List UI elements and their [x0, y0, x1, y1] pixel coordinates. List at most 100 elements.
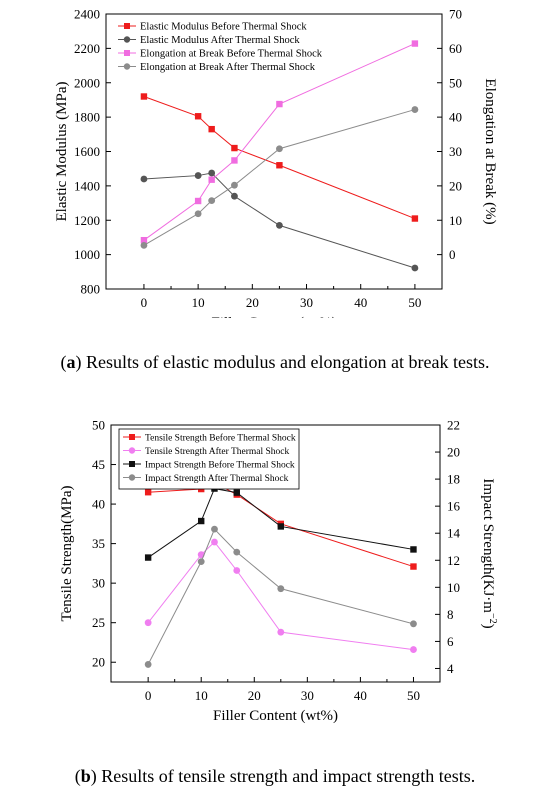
series-4-point — [144, 661, 152, 668]
legend-label-2: Elastic Modulus After Thermal Shock — [140, 35, 300, 46]
x-tick-label: 30 — [300, 295, 313, 310]
y-left-tick-label: 2200 — [74, 41, 100, 56]
y-left-tick-label: 2400 — [74, 7, 100, 22]
series-1-point — [208, 125, 215, 133]
legend-swatch-marker-3 — [129, 461, 135, 467]
legend-swatch-marker-2 — [128, 447, 136, 454]
chart-b-svg: 0 10 20 30 40 50 20 25 30 35 40 45 50 4 6 8 10 12 14 16 18 20… — [59, 418, 498, 725]
legend-label-3: Elongation at Break Before Thermal Shock — [140, 49, 323, 60]
series-2-point — [194, 172, 202, 179]
y-left-axis-title: Tensile Strength(MPa) — [59, 485, 75, 621]
y-left-tick-label: 50 — [92, 418, 105, 433]
series-1-point — [410, 563, 417, 570]
legend-label-4: Impact Strength After Thermal Shock — [145, 473, 289, 484]
chart-a: 0 10 20 30 40 50 800 1000 1200 1400 1600 1800 2000 22… — [0, 0, 550, 332]
series-2-point — [411, 264, 419, 272]
series-3-line — [143, 43, 416, 241]
x-tick-label: 0 — [145, 688, 152, 703]
series-2-point — [208, 169, 216, 177]
chart-a-svg: 0 10 20 30 40 50 800 1000 1200 1400 1600 1800 2000 22… — [54, 7, 498, 332]
caption-a-letter: a — [66, 352, 76, 372]
series-1-point — [231, 144, 238, 152]
y-right-tick-label: 10 — [449, 213, 462, 228]
series-1-point — [276, 162, 283, 169]
y-right-tick-label: 16 — [447, 499, 461, 514]
series-4-point — [411, 106, 419, 113]
y-left-tick-label: 2000 — [74, 75, 100, 90]
y-right-axis-title: Impact Strength(KJ·m−2) — [480, 478, 498, 628]
series-2-point — [211, 538, 218, 546]
series-3-point — [277, 523, 285, 530]
series-3-line — [147, 488, 414, 558]
legend-swatch-marker-2 — [123, 36, 131, 43]
y-left-tick-label: 30 — [92, 576, 105, 591]
series-4-point — [277, 585, 285, 593]
x-axis-title: Filler Content (wt%) — [212, 315, 337, 318]
series-3-point — [144, 554, 152, 561]
x-tick-label: 0 — [141, 295, 148, 310]
y-left-tick-label: 25 — [92, 615, 105, 630]
chart-b: 0 10 20 30 40 50 20 25 30 35 40 45 50 4 6 8 10 12 14 16 18 20… — [0, 398, 550, 728]
legend-box — [118, 428, 300, 490]
plot-frame — [110, 424, 441, 683]
legend-label-4: Elongation at Break After Thermal Shock — [140, 62, 316, 73]
legend-swatch-marker-3 — [124, 50, 130, 56]
y-right-tick-label: 14 — [447, 526, 461, 541]
series-4-point — [208, 197, 216, 205]
series-2-point — [144, 619, 152, 627]
x-tick-label: 30 — [301, 688, 314, 703]
y-left-tick-label: 35 — [92, 536, 105, 551]
y-left-tick-label: 1200 — [74, 213, 100, 228]
y-right-axis-title: Elongation at Break (%) — [482, 78, 498, 224]
y-right-tick-label: 70 — [449, 7, 462, 22]
y-right-tick-label: 10 — [447, 580, 460, 595]
series-2-point — [410, 646, 417, 653]
legend-box — [114, 18, 324, 78]
y-left-tick-label: 1800 — [74, 110, 100, 125]
series-4-point — [233, 548, 241, 556]
series-4-point — [140, 241, 148, 249]
series-4-point — [231, 181, 238, 189]
legend-label-1: Tensile Strength Before Thermal Shock — [145, 433, 296, 444]
series-3-point — [140, 236, 148, 244]
series-4-line — [147, 528, 414, 665]
y-right-tick-label: 50 — [449, 75, 462, 90]
legend-swatch-marker-1 — [129, 434, 135, 440]
caption-b: (b) Results of tensile strength and impa… — [74, 766, 476, 786]
series-1-point — [194, 113, 202, 120]
series-2-point — [233, 567, 241, 574]
legend-swatch-marker-1 — [124, 23, 130, 29]
series-3-point — [194, 197, 202, 205]
series-1-point — [144, 489, 152, 496]
x-tick-label: 50 — [408, 295, 421, 310]
legend-label-2: Tensile Strength After Thermal Shock — [145, 446, 290, 457]
y-right-tick-label: 22 — [447, 418, 460, 433]
series-3-point — [410, 546, 417, 553]
y-right-tick-label: 8 — [447, 607, 454, 622]
series-2-point — [276, 222, 283, 229]
y-left-tick-label: 800 — [81, 282, 101, 297]
y-right-tick-label: 20 — [449, 178, 462, 193]
y-left-tick-label: 45 — [92, 457, 105, 472]
x-axis-title: Filler Content (wt%) — [213, 708, 338, 724]
x-tick-label: 40 — [354, 688, 367, 703]
y-left-tick-label: 1400 — [74, 178, 100, 193]
y-right-tick-label: 18 — [447, 472, 460, 487]
series-4-point — [194, 210, 202, 218]
y-right-tick-label: 4 — [447, 661, 454, 676]
series-4-point — [276, 145, 283, 153]
caption-a-text: Results of elastic modulus and elongatio… — [81, 352, 490, 372]
series-2-line — [147, 541, 414, 651]
series-3-point — [198, 517, 205, 525]
legend-swatch-marker-4 — [128, 474, 136, 481]
series-3-point — [208, 176, 215, 183]
y-right-axis-title-exponent: −2 — [487, 613, 498, 624]
legend-label-1: Elastic Modulus Before Thermal Shock — [140, 22, 307, 33]
series-3-point — [233, 489, 240, 496]
y-right-tick-label: 30 — [449, 144, 462, 159]
series-2-point — [231, 192, 238, 200]
series-1-point — [411, 215, 419, 222]
x-tick-label: 50 — [407, 688, 420, 703]
y-right-tick-label: 12 — [447, 553, 460, 568]
series-4-point — [211, 525, 218, 533]
